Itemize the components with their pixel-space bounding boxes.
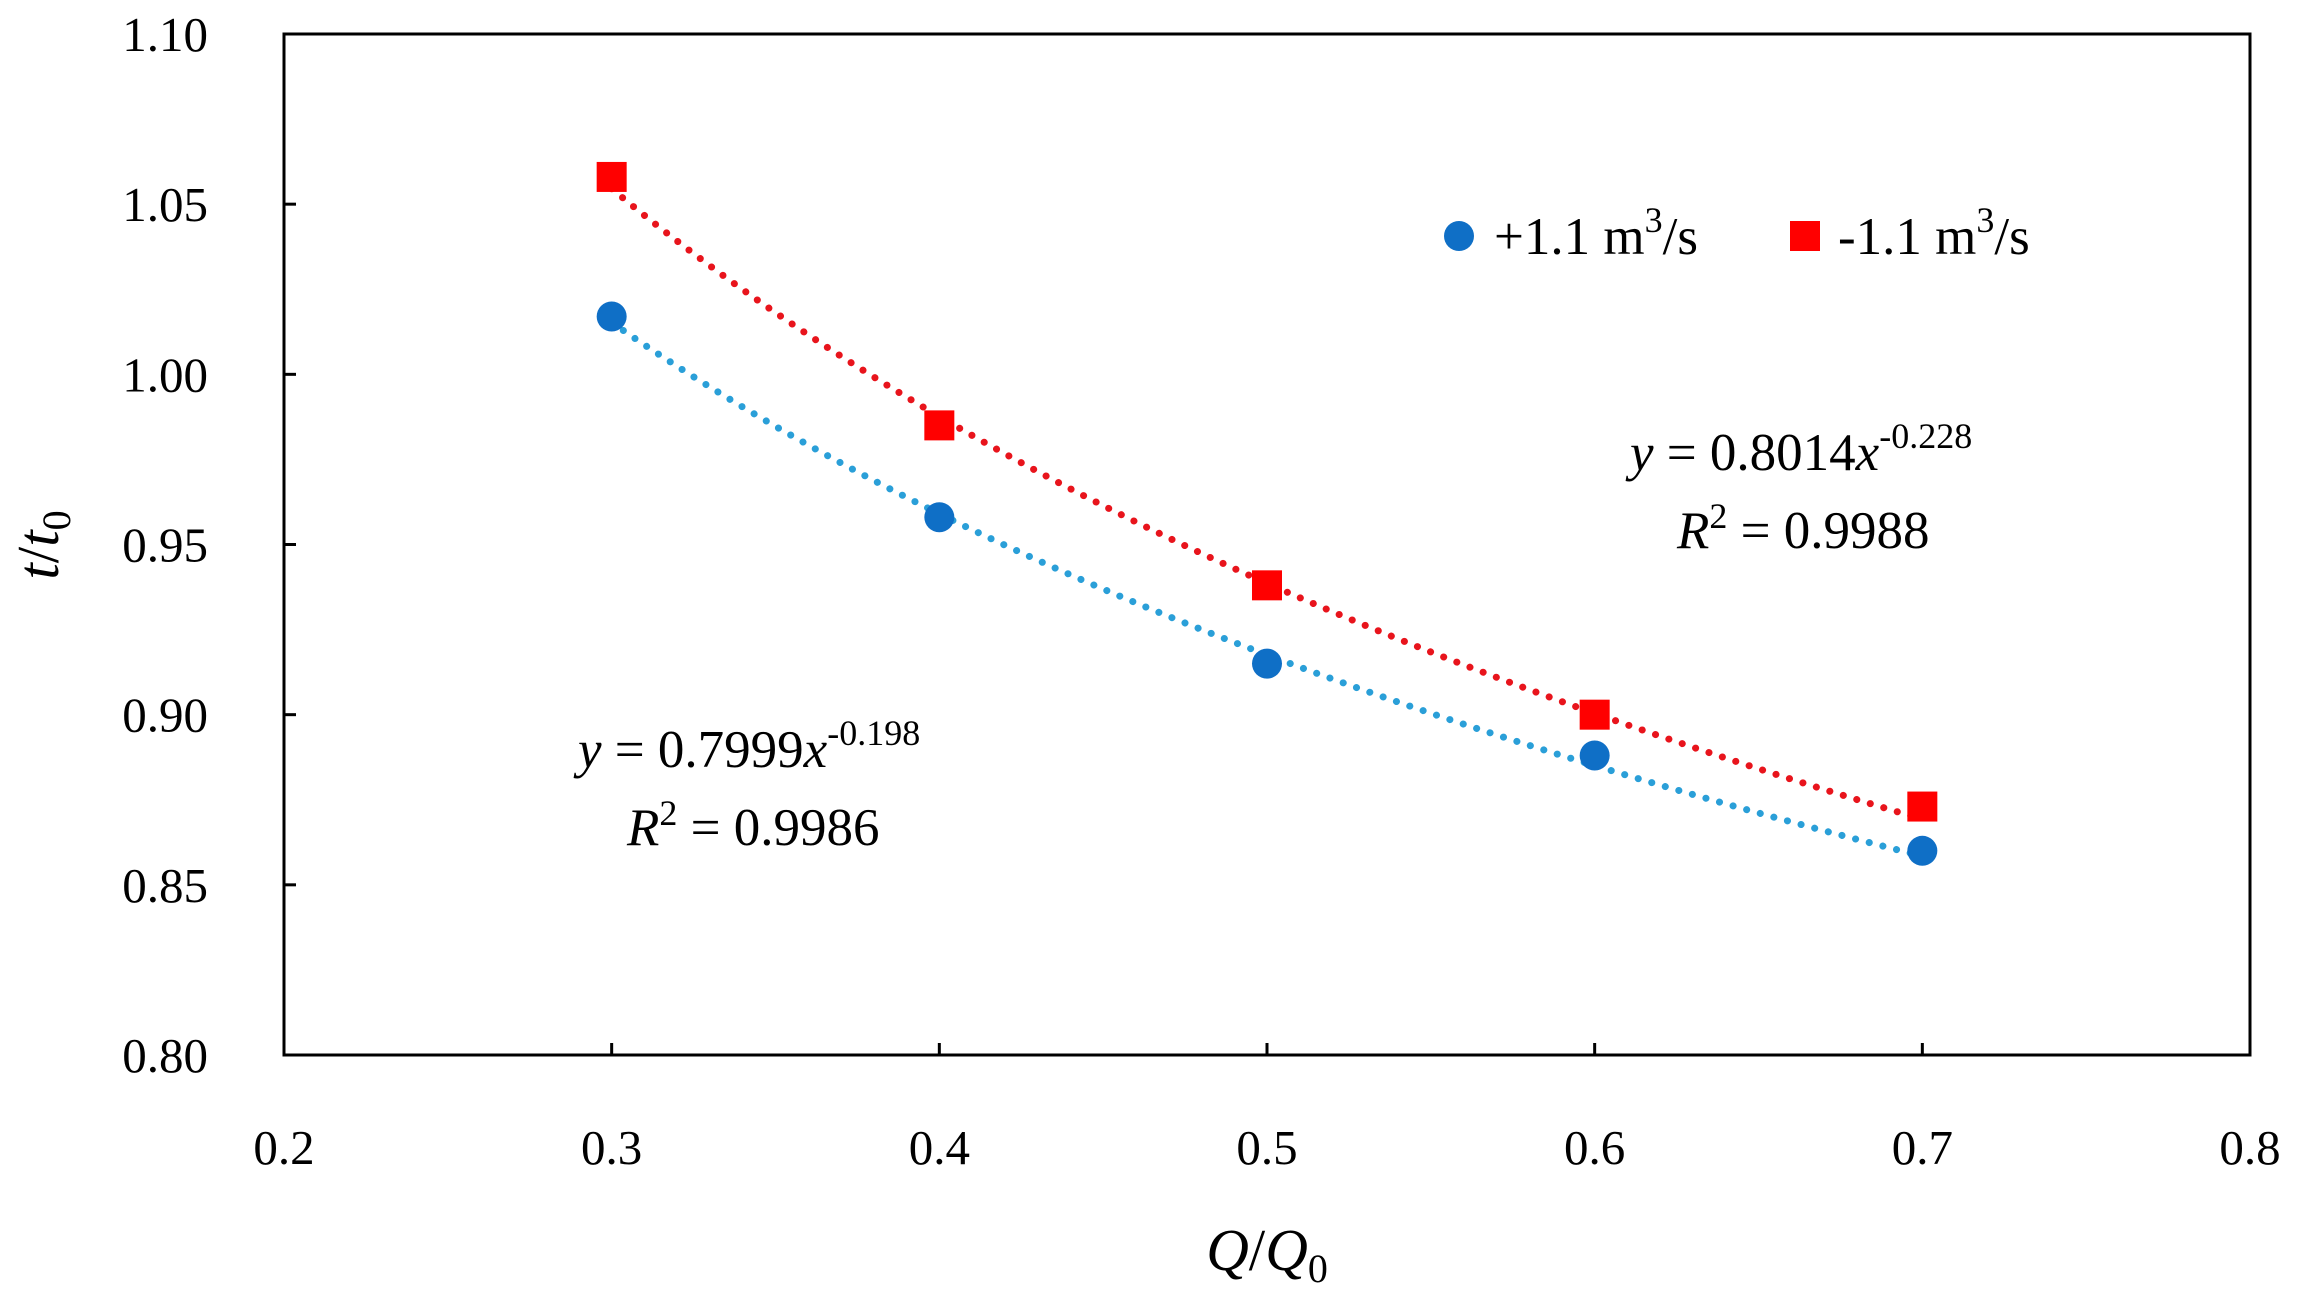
y-tick-label: 1.10 [122, 7, 208, 62]
data-point-series-2 [1907, 791, 1938, 822]
data-point-series-1 [1252, 648, 1282, 679]
trendline-series-2 [608, 185, 1926, 823]
legend-label-series-2: -1.1 m3/s [1838, 200, 2030, 266]
y-tick-label: 0.85 [122, 858, 208, 913]
data-point-series-2 [1579, 699, 1610, 730]
y-axis-title: t/t0 [5, 510, 79, 579]
equation-series-2: y = 0.8014x-0.228 [1625, 416, 1972, 482]
y-tick-label: 1.05 [122, 177, 208, 232]
r-squared-series-2: R2 = 0.9988 [1676, 496, 1930, 560]
x-tick-label: 0.8 [2219, 1120, 2280, 1175]
y-tick-label: 0.80 [122, 1028, 208, 1083]
data-point-series-2 [1252, 570, 1282, 601]
y-tick-labels: 0.80 0.85 0.90 0.95 1.00 1.05 1.10 [122, 7, 208, 1083]
x-tick-label: 0.5 [1236, 1120, 1297, 1175]
legend: +1.1 m3/s -1.1 m3/s [1444, 200, 2030, 266]
x-tick-label: 0.7 [1892, 1120, 1953, 1175]
data-point-series-1 [1579, 740, 1610, 771]
x-tick-label: 0.3 [581, 1120, 642, 1175]
r-squared-series-1: R2 = 0.9986 [626, 793, 880, 857]
trend-equation-series-2: y = 0.8014x-0.228 R2 = 0.9988 [1625, 416, 1972, 560]
x-tick-label: 0.6 [1564, 1120, 1625, 1175]
legend-label-series-1: +1.1 m3/s [1494, 200, 1698, 266]
data-point-series-2 [596, 161, 627, 192]
data-point-series-1 [924, 502, 955, 533]
data-point-series-1 [1907, 835, 1938, 866]
data-point-series-2 [924, 410, 955, 441]
x-tick-labels: 0.2 0.3 0.4 0.5 0.6 0.7 0.8 [253, 1120, 2280, 1175]
tick-marks [282, 32, 2252, 1057]
x-axis-title: Q/Q0 [1206, 1217, 1328, 1291]
y-tick-label: 0.95 [122, 518, 208, 573]
data-markers [596, 161, 1938, 866]
plot-area-frame [282, 32, 2252, 1057]
trend-equation-series-1: y = 0.7999x-0.198 R2 = 0.9986 [573, 713, 920, 857]
y-tick-label: 1.00 [122, 347, 208, 402]
x-tick-label: 0.2 [253, 1120, 314, 1175]
y-tick-label: 0.90 [122, 688, 208, 743]
equation-series-1: y = 0.7999x-0.198 [573, 713, 920, 779]
legend-marker-series-1 [1444, 221, 1474, 251]
legend-marker-series-2 [1790, 221, 1820, 251]
x-tick-label: 0.4 [909, 1120, 970, 1175]
data-point-series-1 [596, 301, 627, 332]
